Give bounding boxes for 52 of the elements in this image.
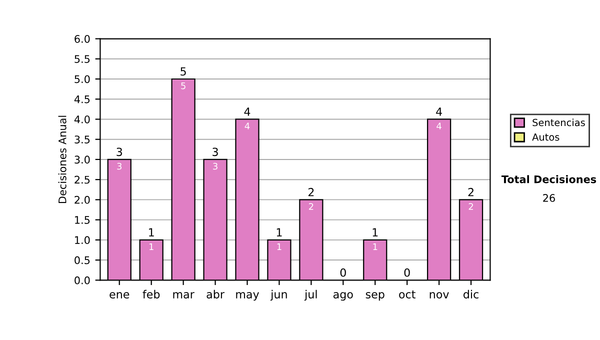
data-label: 3 [117,162,122,170]
data-label: 2 [468,203,473,210]
total-label: 5 [180,67,186,76]
data-label: 3 [213,162,218,170]
x-tick-label: mar [173,292,194,298]
data-label: 2 [308,203,314,210]
x-tick-label: ene [110,292,130,298]
text: 26 [543,194,555,202]
x-tick-label: dic [464,290,478,298]
x-tick-label: nov [430,292,449,298]
total-label: 0 [340,268,346,277]
legend-label: Sentencias [532,118,585,126]
y-tick-label: 5.0 [74,75,90,84]
total-label: 0 [404,268,410,277]
y-tick-label: 1.5 [75,216,90,224]
y-tick-label: 0.0 [74,276,90,284]
data-label: 1 [277,243,282,250]
total-label: 1 [149,228,154,236]
x-tick-label: sep [366,292,384,301]
total-label: 3 [116,148,122,156]
y-tick-label: 1.0 [75,236,90,244]
data-label: 5 [181,82,186,90]
y-tick-label: 3.5 [74,136,90,144]
y-tick-label: 6.0 [74,34,90,43]
x-tick-label: abr [206,290,224,298]
total-label: 4 [244,108,250,116]
x-tick-label: ago [333,292,353,301]
total-label: 3 [212,148,218,156]
data-label: 1 [149,243,154,250]
data-label: 1 [373,243,378,250]
total-label: 2 [308,188,314,196]
total-label: 1 [276,228,282,236]
legend-label: Autos [532,134,560,141]
y-tick-label: 2.5 [74,176,90,184]
x-tick-label: feb [142,290,160,298]
y-tick-label: 0.5 [74,256,90,264]
total-label: 4 [436,108,442,116]
y-tick-label: 4.5 [74,95,90,104]
y-tick-label: 2.0 [74,196,90,204]
data-label: 4 [244,122,250,130]
text: Total Decisiones [501,175,596,184]
x-tick-label: jul [304,290,317,301]
data-label: 4 [436,122,442,130]
x-tick-label: jun [270,290,287,301]
y-tick-label: 3.0 [74,156,90,164]
x-tick-label: may [236,292,260,301]
x-tick-label: oct [399,290,416,298]
y-tick-label: 5.5 [74,55,90,63]
total-label: 1 [372,228,378,236]
y-axis-title: Decisiones Anual [58,116,66,203]
total-label: 2 [468,188,474,196]
y-tick-label: 4.0 [74,115,90,124]
